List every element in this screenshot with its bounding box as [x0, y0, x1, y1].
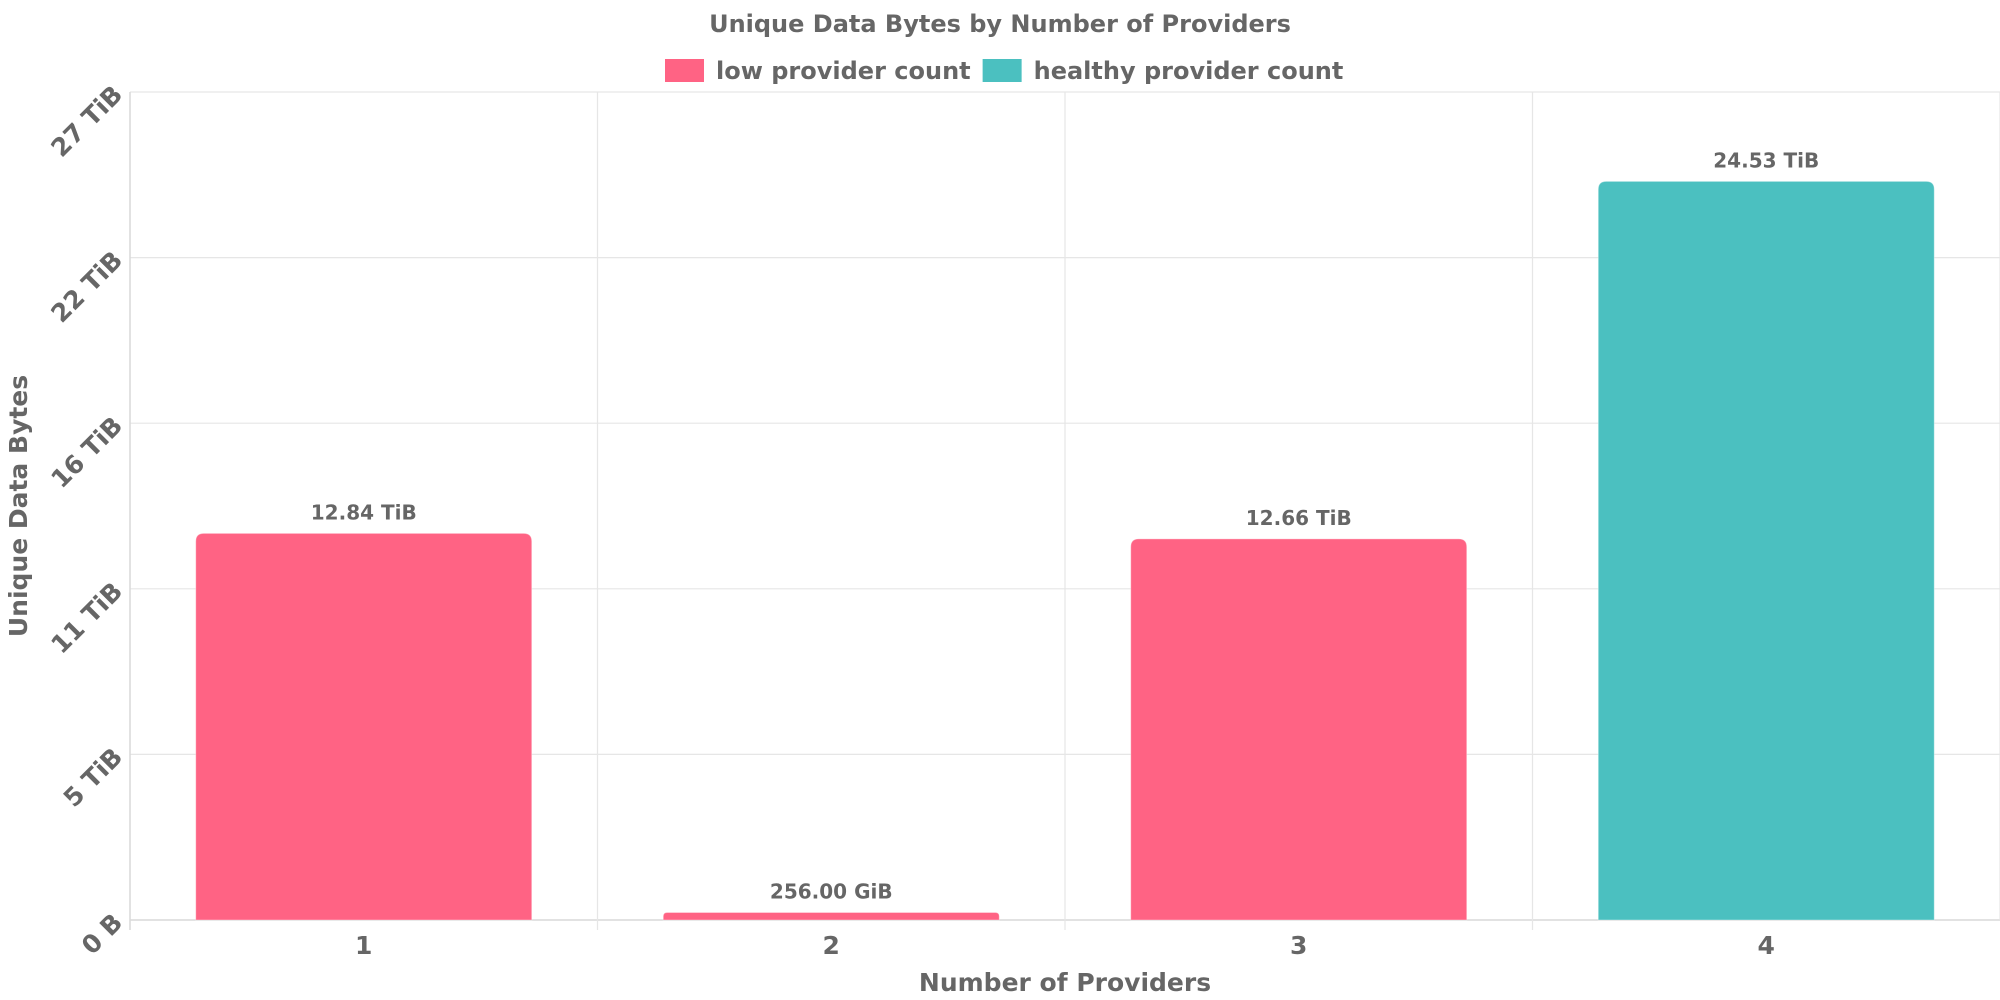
legend: low provider count healthy provider count	[665, 57, 1343, 85]
x-tick-label-4: 4	[1758, 931, 1775, 960]
bars	[195, 180, 1935, 921]
x-axis-title: Number of Providers	[919, 968, 1211, 997]
x-tick-label-2: 2	[823, 931, 840, 960]
data-label-3: 12.66 TiB	[1246, 506, 1352, 530]
legend-label-0[interactable]: low provider count	[716, 57, 971, 85]
legend-swatch-0	[665, 59, 704, 82]
x-tick-label-1: 1	[355, 931, 372, 960]
data-label-1: 12.84 TiB	[311, 500, 417, 524]
bar-2[interactable]	[662, 911, 1000, 921]
chart-title: Unique Data Bytes by Number of Providers	[709, 10, 1291, 38]
y-tick-label-1: 5 TiB	[58, 742, 129, 813]
bar-3[interactable]	[1130, 538, 1468, 921]
x-tick-label-3: 3	[1290, 931, 1307, 960]
x-axis-ticks: 1 2 3 4	[355, 931, 1775, 960]
y-tick-label-0: 0 B	[76, 908, 128, 960]
legend-swatch-1	[982, 59, 1022, 82]
y-tick-label-5: 27 TiB	[45, 80, 128, 163]
y-axis-ticks: 0 B 5 TiB 11 TiB 16 TiB 22 TiB 27 TiB	[45, 80, 128, 960]
data-labels: 12.84 TiB 256.00 GiB 12.66 TiB 24.53 TiB	[311, 148, 1819, 903]
y-tick-label-4: 22 TiB	[45, 245, 128, 328]
y-tick-label-2: 11 TiB	[45, 577, 128, 660]
bar-1[interactable]	[195, 532, 533, 921]
data-label-2: 256.00 GiB	[770, 879, 893, 903]
y-axis-title: Unique Data Bytes	[4, 375, 33, 637]
data-label-4: 24.53 TiB	[1713, 148, 1819, 172]
y-tick-label-3: 16 TiB	[45, 411, 128, 494]
bar-4[interactable]	[1597, 180, 1935, 921]
legend-label-1[interactable]: healthy provider count	[1034, 57, 1344, 85]
